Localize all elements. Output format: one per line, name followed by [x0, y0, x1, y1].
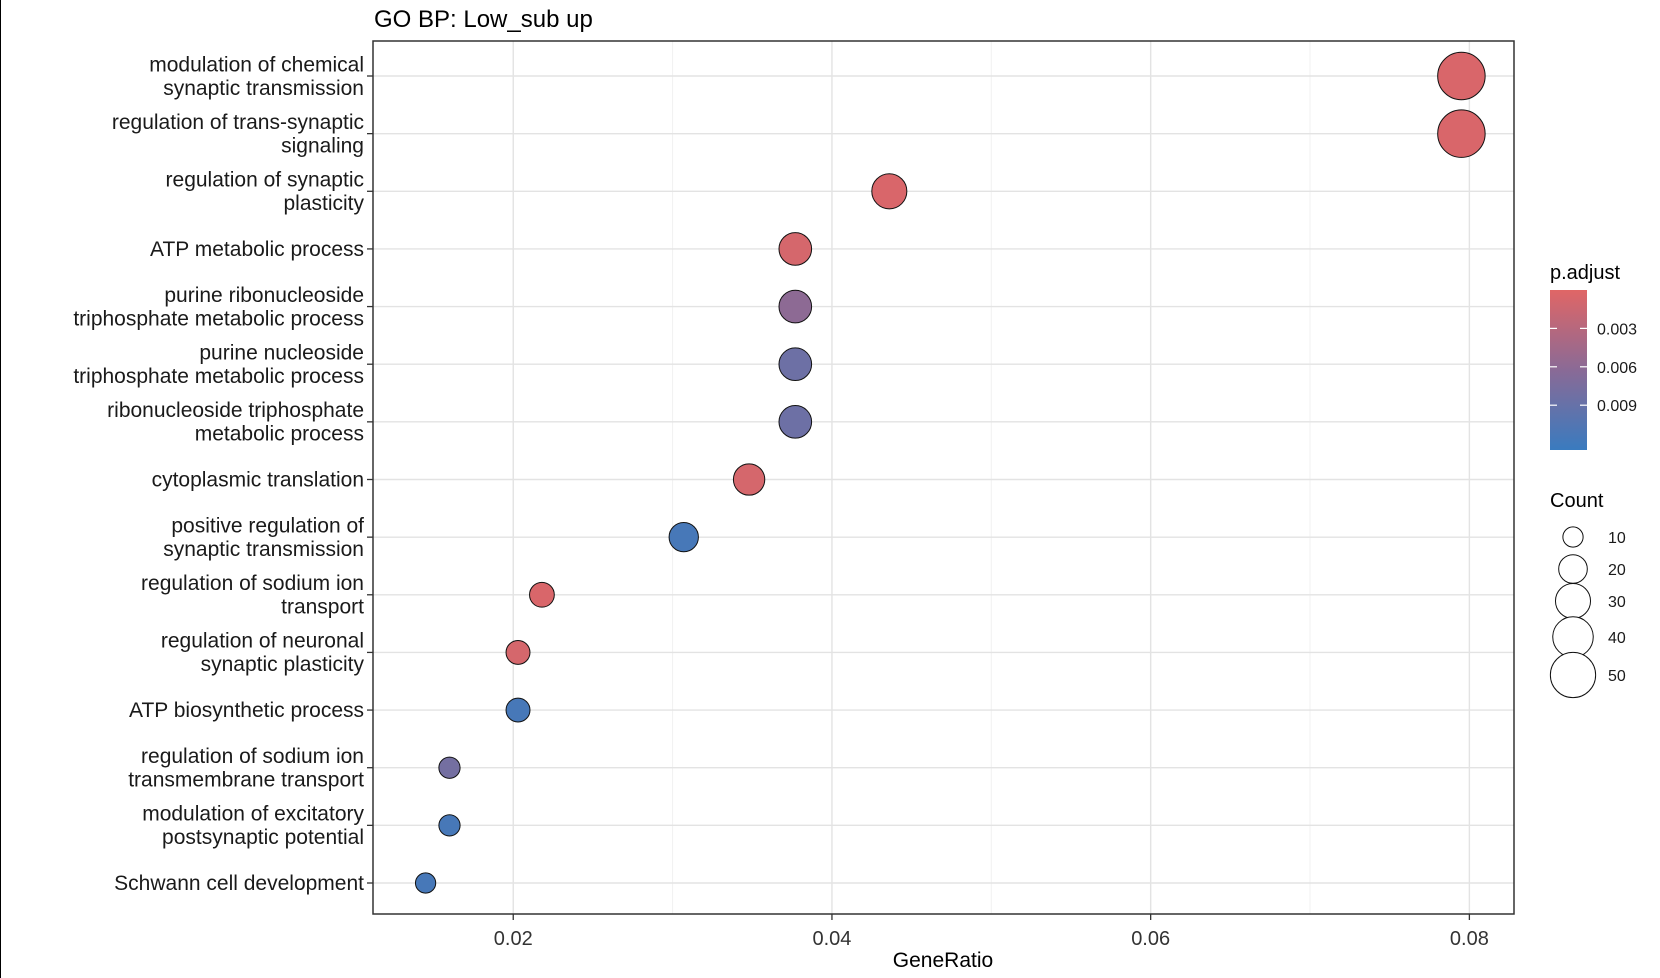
y-tick-label: regulation of sodium ion transmembrane tr… [128, 745, 364, 792]
y-tick-label-line: ATP biosynthetic process [129, 699, 364, 722]
y-tick-label: ATP biosynthetic process [129, 699, 364, 722]
y-tick-label-line: cytoplasmic translation [152, 469, 364, 492]
panel-background [373, 41, 1514, 914]
y-axis: modulation of chemical synaptic transmiss… [73, 53, 373, 895]
data-points [414, 51, 1486, 894]
p-adjust-legend: p.adjust 0.003 0.006 0.009 [1550, 262, 1637, 450]
x-axis: 0.02 0.04 0.06 0.08 [494, 914, 1489, 950]
y-tick-label-line: synaptic transmission [163, 77, 364, 100]
y-tick-label-line: triphosphate metabolic process [73, 365, 364, 388]
plot-panel [372, 40, 1515, 915]
y-tick-label-line: plasticity [283, 192, 364, 215]
p-adjust-legend-title: p.adjust [1550, 262, 1620, 284]
data-point [505, 639, 531, 665]
count-legend: Count 10 20 30 40 50 [1549, 490, 1626, 699]
size-legend-label: 10 [1608, 530, 1626, 547]
y-tick-label: regulation of synaptic plasticity [166, 169, 365, 216]
data-point [778, 347, 813, 382]
y-tick-label-line: regulation of trans-synaptic [112, 111, 364, 134]
panel-border [372, 40, 1515, 915]
x-tick-label: 0.06 [1131, 928, 1170, 950]
size-legend-label: 40 [1608, 630, 1626, 647]
y-tick-label-line: ribonucleoside triphosphate [107, 399, 364, 422]
y-tick-label-line: synaptic plasticity [201, 653, 365, 676]
y-tick-label-line: signaling [281, 134, 364, 157]
chart-title: GO BP: Low_sub up [374, 6, 593, 33]
y-tick-label: Schwann cell development [114, 872, 364, 895]
y-tick-label-line: modulation of chemical [149, 53, 364, 76]
y-tick-label: regulation of neuronal synaptic plasticit… [161, 630, 365, 677]
data-point [1437, 109, 1486, 158]
data-point [778, 289, 813, 324]
y-tick-label: regulation of sodium ion transport [141, 572, 364, 619]
data-point [778, 232, 813, 266]
y-tick-label: purine ribonucleoside triphosphate metabo… [73, 284, 364, 331]
data-point [668, 521, 699, 553]
y-tick-label-line: transport [281, 596, 364, 619]
y-tick-label-line: ATP metabolic process [150, 238, 364, 261]
y-tick-label-line: purine nucleoside [199, 341, 364, 364]
y-tick-label-line: regulation of sodium ion [141, 572, 364, 595]
data-point [732, 463, 766, 496]
y-tick-label-line: transmembrane transport [128, 768, 364, 791]
size-legend-circle [1549, 651, 1597, 699]
size-legend-circle [1558, 554, 1588, 584]
y-tick-label-line: metabolic process [195, 423, 364, 446]
y-tick-label: modulation of excitatory postsynaptic pot… [142, 803, 364, 850]
y-tick-label: regulation of trans-synaptic signaling [112, 111, 364, 158]
size-legend-label: 20 [1608, 562, 1626, 579]
size-legend-circle [1562, 526, 1584, 548]
colorbar-tick-label: 0.003 [1597, 321, 1637, 338]
data-point [529, 581, 555, 608]
y-tick-label-line: regulation of neuronal [161, 630, 364, 653]
size-legend-label: 30 [1608, 594, 1626, 611]
y-tick-label-line: regulation of sodium ion [141, 745, 364, 768]
y-tick-label-line: Schwann cell development [114, 872, 364, 895]
y-tick-label-line: positive regulation of [171, 514, 364, 537]
x-tick-label: 0.08 [1450, 928, 1489, 950]
y-tick-label: ribonucleoside triphosphate metabolic pro… [107, 399, 364, 446]
y-tick-label-line: purine ribonucleoside [164, 284, 364, 307]
size-legend-label: 50 [1608, 668, 1626, 685]
y-tick-label-line: regulation of synaptic [166, 169, 364, 192]
y-tick-label: cytoplasmic translation [152, 469, 364, 492]
y-tick-label-line: triphosphate metabolic process [73, 307, 364, 330]
y-tick-label-line: postsynaptic potential [162, 826, 364, 849]
size-legend-circle [1552, 616, 1594, 658]
data-point [778, 405, 813, 439]
count-legend-title: Count [1550, 490, 1604, 512]
x-axis-title: GeneRatio [893, 949, 993, 972]
y-tick-label-line: modulation of excitatory [142, 803, 364, 826]
colorbar-tick-label: 0.009 [1597, 398, 1637, 415]
x-tick-label: 0.04 [812, 928, 851, 950]
y-tick-label: purine nucleoside triphosphate metabolic … [73, 341, 364, 388]
data-point [871, 173, 908, 210]
data-point [414, 872, 437, 894]
colorbar-tick-label: 0.006 [1597, 360, 1637, 377]
y-tick-label: modulation of chemical synaptic transmiss… [149, 53, 364, 100]
data-point [1437, 51, 1486, 101]
minor-gridlines [672, 41, 1311, 914]
y-tick-label: positive regulation of synaptic transmiss… [163, 514, 364, 561]
data-point [438, 814, 461, 837]
y-tick-label: ATP metabolic process [150, 238, 364, 261]
data-point [505, 697, 531, 723]
major-gridlines [373, 41, 1514, 914]
x-tick-label: 0.02 [494, 928, 533, 950]
y-tick-label-line: synaptic transmission [163, 538, 364, 561]
size-legend-circle [1554, 582, 1592, 620]
p-adjust-colorbar [1550, 290, 1587, 450]
data-point [438, 756, 461, 779]
